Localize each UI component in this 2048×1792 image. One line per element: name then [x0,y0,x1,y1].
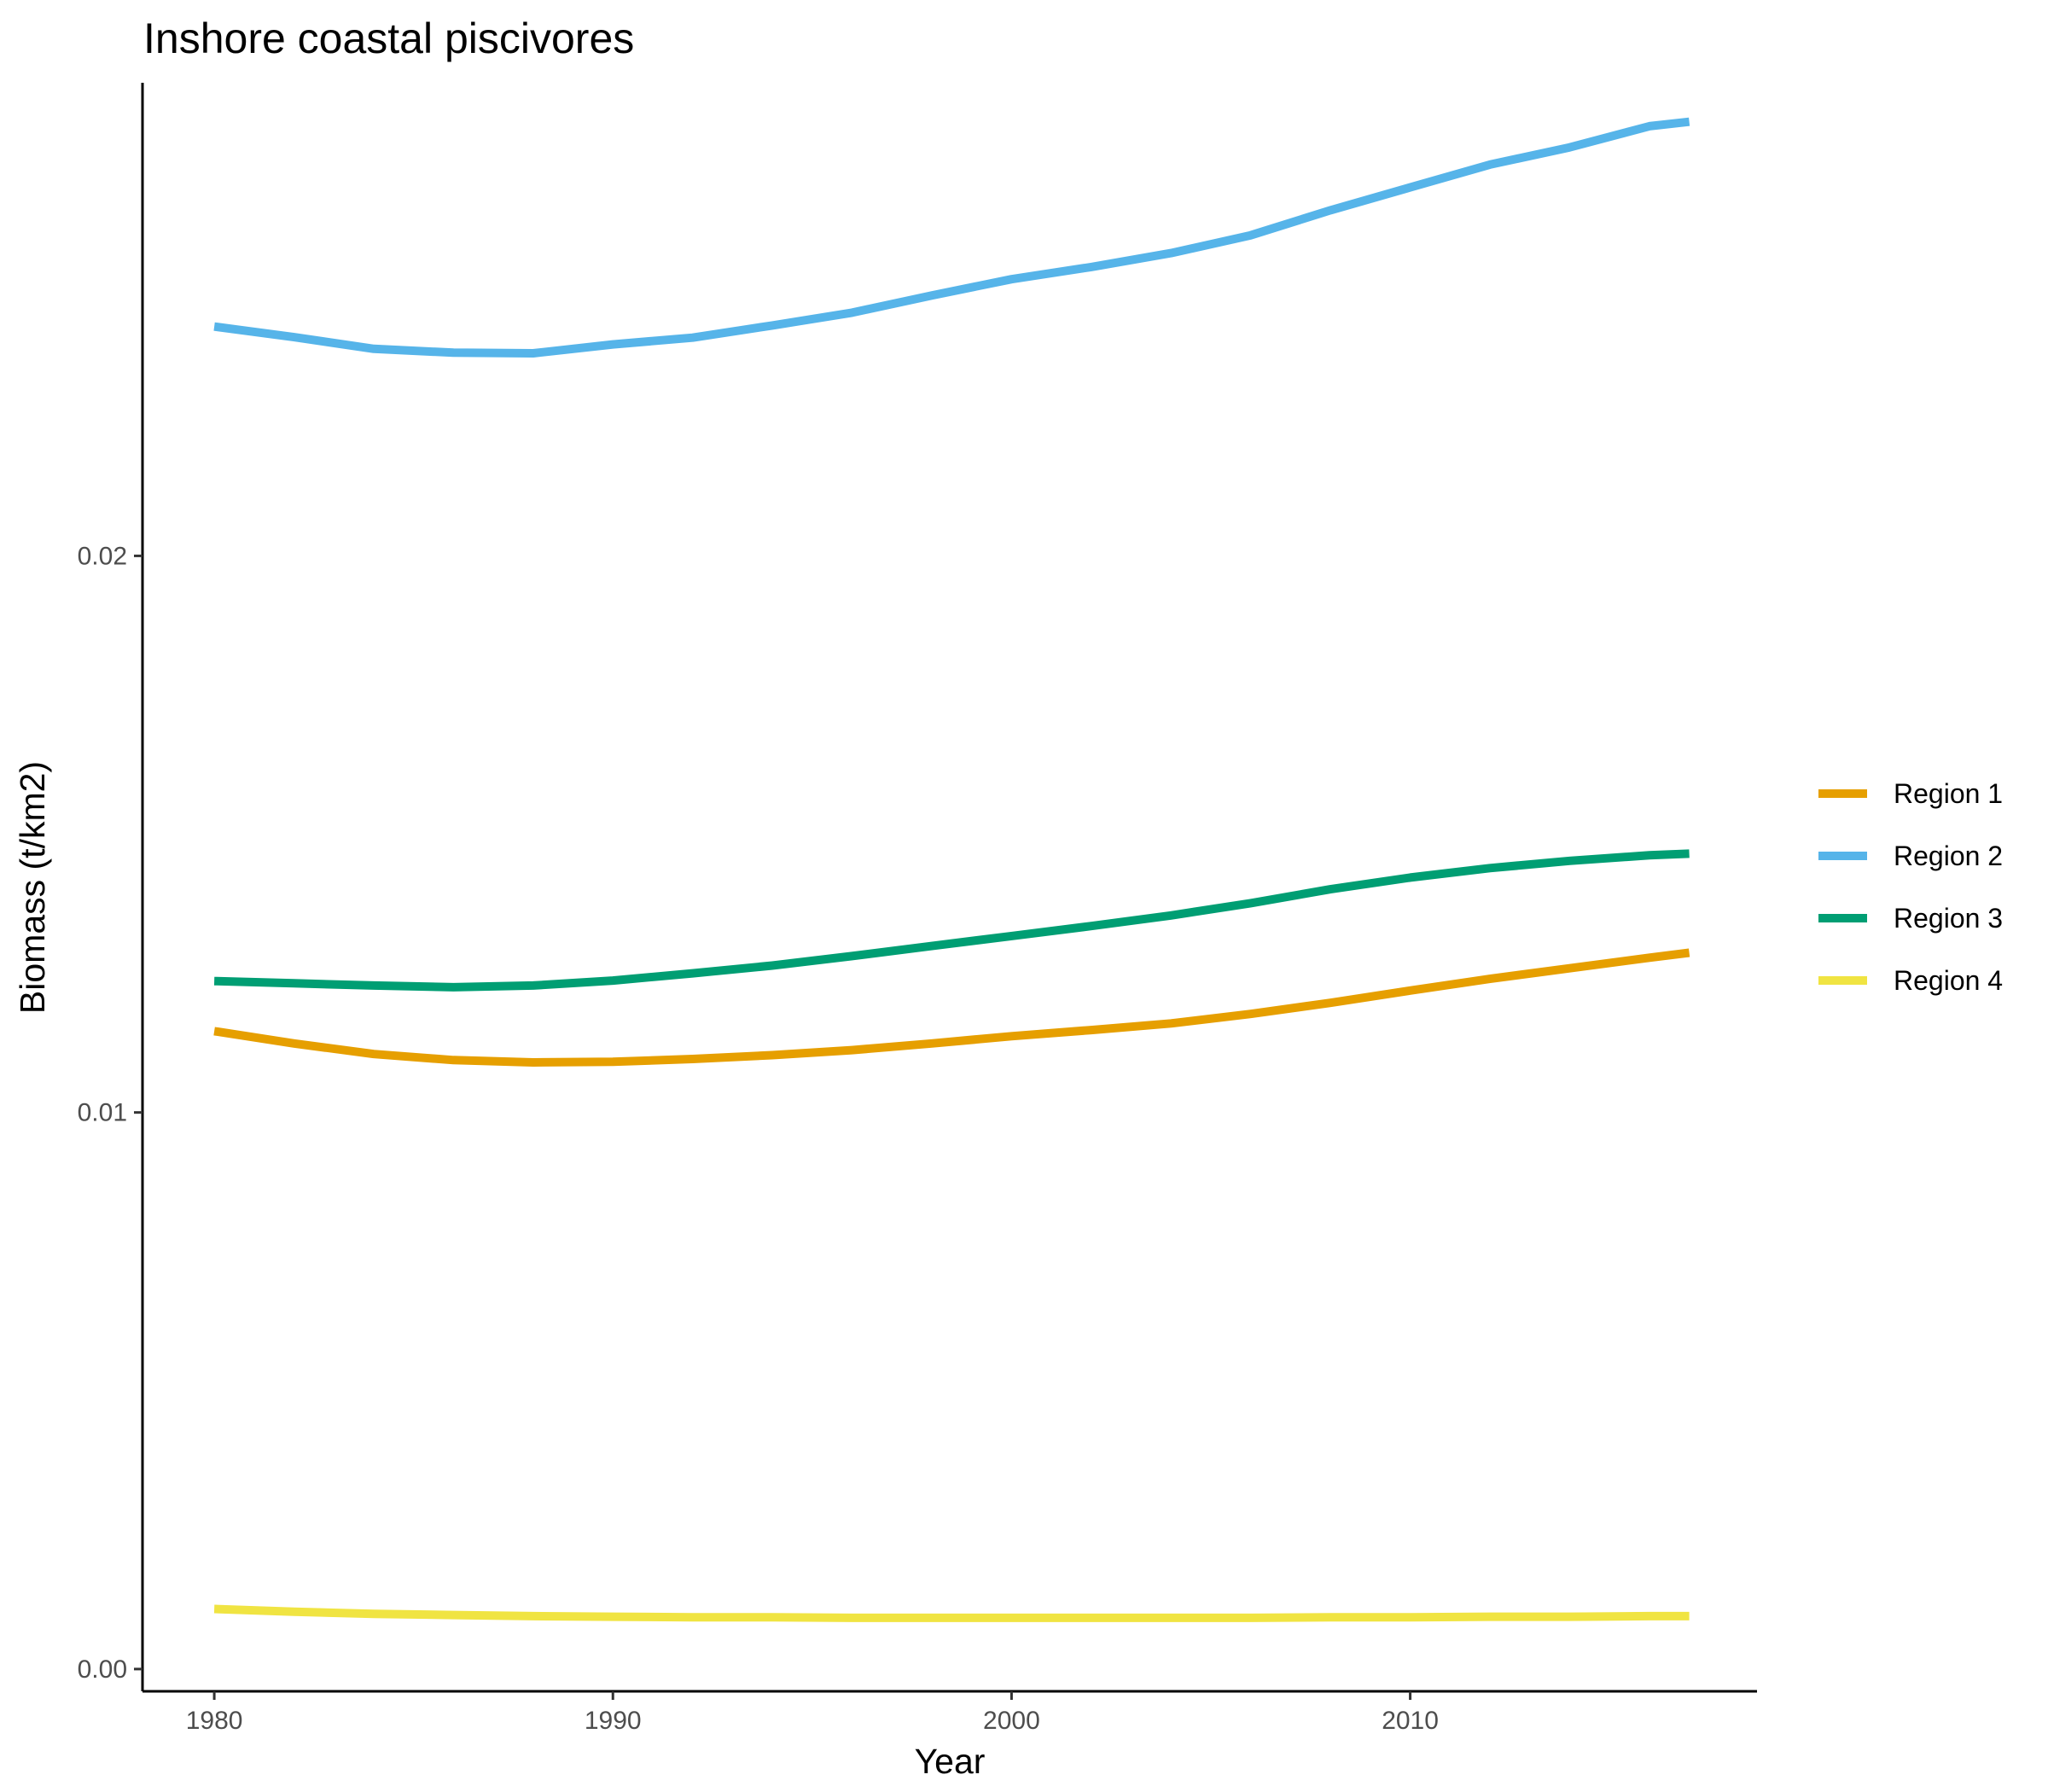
y-axis-title: Biomass (t/km2) [13,761,52,1014]
x-axis-title: Year [915,1742,986,1781]
legend-label-region-4: Region 4 [1894,965,2003,996]
y-tick-label: 0.00 [78,1655,127,1684]
legend-label-region-1: Region 1 [1894,778,2003,809]
x-axis-ticks: 1980 1990 2000 2010 [186,1691,1439,1735]
series-group [213,117,1690,1622]
x-tick-label: 1980 [186,1707,243,1735]
x-tick-label: 2000 [983,1707,1040,1735]
series-line-region-2 [213,117,1690,358]
legend: Region 1 Region 2 Region 3 Region 4 [1818,778,2003,996]
y-tick-label: 0.02 [78,542,127,570]
legend-label-region-3: Region 3 [1894,903,2003,934]
chart-title: Inshore coastal piscivores [143,15,634,62]
x-tick-label: 1990 [585,1707,642,1735]
y-tick-label: 0.01 [78,1099,127,1127]
series-line-region-3 [213,849,1690,992]
x-tick-label: 2010 [1382,1707,1439,1735]
series-line-region-1 [213,948,1690,1067]
legend-label-region-2: Region 2 [1894,841,2003,871]
series-line-region-4 [213,1604,1690,1622]
y-axis-ticks: 0.00 0.01 0.02 [78,542,143,1684]
